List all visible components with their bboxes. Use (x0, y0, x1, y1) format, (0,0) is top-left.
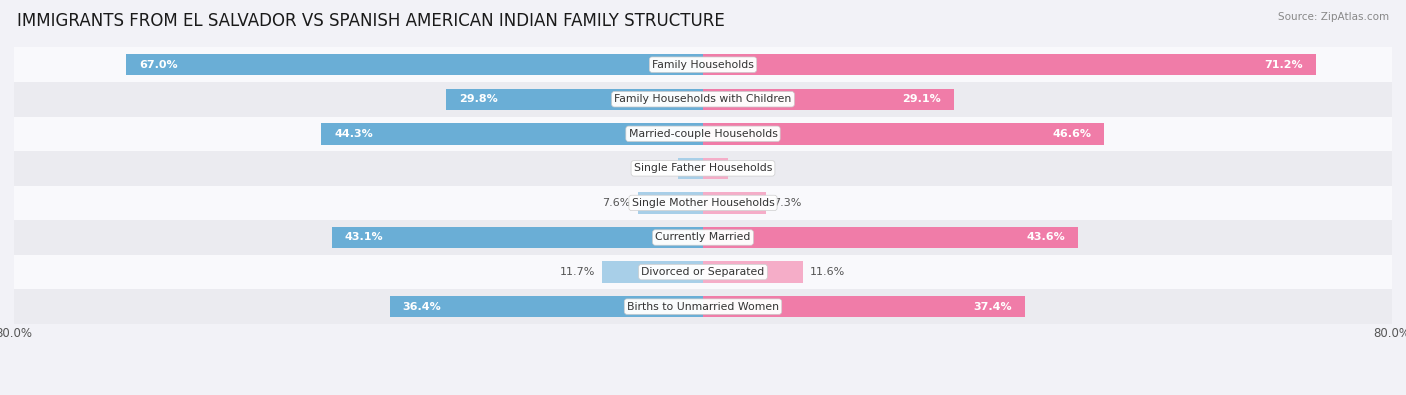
Text: Divorced or Separated: Divorced or Separated (641, 267, 765, 277)
Bar (322, 123, 703, 145)
Text: Married-couple Households: Married-couple Households (628, 129, 778, 139)
Bar (446, 88, 703, 110)
Text: 46.6%: 46.6% (1052, 129, 1091, 139)
Bar (703, 123, 1104, 145)
Text: Source: ZipAtlas.com: Source: ZipAtlas.com (1278, 12, 1389, 22)
Text: 7.3%: 7.3% (773, 198, 801, 208)
Text: Family Households with Children: Family Households with Children (614, 94, 792, 104)
Text: Births to Unmarried Women: Births to Unmarried Women (627, 302, 779, 312)
Text: 11.7%: 11.7% (560, 267, 595, 277)
Text: 29.1%: 29.1% (901, 94, 941, 104)
Text: 37.4%: 37.4% (973, 302, 1012, 312)
Text: IMMIGRANTS FROM EL SALVADOR VS SPANISH AMERICAN INDIAN FAMILY STRUCTURE: IMMIGRANTS FROM EL SALVADOR VS SPANISH A… (17, 12, 724, 30)
Text: Currently Married: Currently Married (655, 233, 751, 243)
Bar (14, 255, 1392, 289)
Bar (14, 289, 1392, 324)
Text: 11.6%: 11.6% (810, 267, 845, 277)
Bar (14, 117, 1392, 151)
Bar (14, 82, 1392, 117)
Bar (389, 296, 703, 317)
Text: 44.3%: 44.3% (335, 129, 373, 139)
Bar (703, 227, 1078, 248)
Bar (703, 158, 728, 179)
Bar (678, 158, 703, 179)
Text: 67.0%: 67.0% (139, 60, 177, 70)
Text: 7.6%: 7.6% (602, 198, 631, 208)
Bar (14, 47, 1392, 82)
Text: 29.8%: 29.8% (460, 94, 498, 104)
Text: Single Father Households: Single Father Households (634, 164, 772, 173)
Text: 2.9%: 2.9% (735, 164, 763, 173)
Text: 71.2%: 71.2% (1264, 60, 1303, 70)
Text: 2.9%: 2.9% (643, 164, 671, 173)
Bar (127, 54, 703, 75)
Text: 43.1%: 43.1% (344, 233, 384, 243)
Text: Family Households: Family Households (652, 60, 754, 70)
Text: 36.4%: 36.4% (402, 302, 441, 312)
Text: 43.6%: 43.6% (1026, 233, 1066, 243)
Bar (703, 192, 766, 214)
Bar (602, 261, 703, 283)
Bar (332, 227, 703, 248)
Bar (703, 88, 953, 110)
Bar (14, 186, 1392, 220)
Bar (14, 151, 1392, 186)
Bar (637, 192, 703, 214)
Bar (703, 296, 1025, 317)
Bar (703, 54, 1316, 75)
Text: Single Mother Households: Single Mother Households (631, 198, 775, 208)
Bar (703, 261, 803, 283)
Bar (14, 220, 1392, 255)
